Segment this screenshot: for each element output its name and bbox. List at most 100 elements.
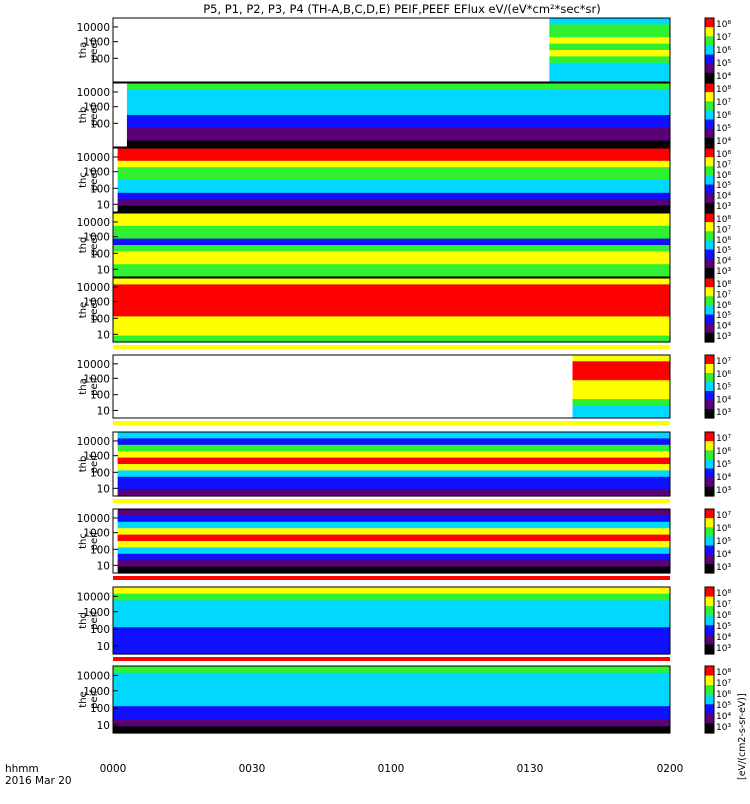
spectrogram-band [113, 335, 670, 343]
panel-ylabel-probe: tha [78, 378, 89, 394]
spectrogram-band [113, 706, 670, 714]
panel-ylabel-product: peef [89, 298, 100, 321]
spectrogram-band [572, 411, 670, 419]
spectrogram-band [572, 355, 670, 362]
colorbar-segment [705, 644, 714, 655]
time-axis: 0000 0030 0100 0130 0200 hhmm 2016 Mar 2… [5, 763, 683, 787]
spectrogram-band [113, 600, 670, 608]
y-tick-label: 10000 [77, 152, 110, 164]
colorbar-frame [704, 277, 715, 343]
colorbar-segment [705, 314, 714, 325]
y-tick-label: 10 [97, 483, 110, 495]
colorbar-segment [705, 267, 714, 278]
time-tick-label: 0100 [378, 763, 405, 775]
spectrogram-band [117, 521, 671, 529]
y-tick-label: 10000 [77, 22, 110, 34]
spectrogram-band [113, 322, 670, 330]
spectrogram-band [126, 115, 671, 122]
colorbar-tick-label: 10⁷ [716, 600, 731, 610]
colorbar-tick-label: 10⁵ [716, 246, 731, 256]
panel-ylabel-product: peif [89, 690, 100, 709]
spectrogram-band [113, 712, 670, 721]
colorbar-segment [705, 675, 714, 686]
y-tick-label: 1000 [83, 607, 110, 619]
panel-frame [112, 82, 671, 148]
colorbar-segment [705, 278, 714, 288]
colorbar-segment [705, 400, 714, 410]
colorbar-tick-label: 10⁴ [716, 257, 731, 267]
spectrogram-band [117, 199, 671, 207]
colorbar-segment [705, 441, 714, 451]
time-tick-label: 0130 [517, 763, 544, 775]
y-tick-label: 100 [90, 703, 110, 715]
colorbar-segment [705, 450, 714, 461]
spectrogram-band [126, 121, 671, 129]
colorbar-segment [705, 596, 714, 607]
spectrogram-band [572, 367, 670, 375]
colorbar-tick-label: 10⁷ [716, 434, 731, 444]
spectrogram-band [113, 640, 670, 648]
colorbar-tick-label: 10³ [716, 408, 731, 418]
colorbar-tick-label: 10⁴ [716, 633, 731, 643]
spectrogram-band [549, 62, 670, 70]
spectrogram-band [549, 18, 670, 25]
spectrogram-band [117, 160, 671, 168]
colorbar-segment [705, 249, 714, 260]
y-tick-label: 1000 [83, 451, 110, 463]
spectrogram-band [126, 127, 671, 135]
colorbar-segment [705, 240, 714, 251]
panel-frame [112, 431, 671, 497]
colorbar-segment [705, 193, 714, 204]
panel-ylabel-probe: thc [78, 172, 89, 188]
y-tick-label: 100 [90, 248, 110, 260]
y-tick-label: 100 [90, 313, 110, 325]
colorbar-segment [705, 332, 714, 343]
panel-ylabel-probe: thc [78, 533, 89, 549]
y-tick-label: 10 [97, 720, 110, 732]
y-tick-label: 1000 [83, 373, 110, 385]
spectrogram-band [113, 593, 670, 601]
panel-frame [112, 17, 671, 83]
y-tick-label: 10 [97, 329, 110, 341]
spectrogram-band [117, 432, 671, 439]
spectrogram-band [117, 451, 671, 459]
colorbar-tick-label: 10⁶ [716, 690, 731, 700]
spectrogram-band [117, 476, 671, 484]
panel-frame [112, 277, 671, 343]
colorbar-tick-label: 10⁶ [716, 447, 731, 457]
colorbar-tick-label: 10⁵ [716, 311, 731, 321]
colorbar-segment [705, 694, 714, 705]
colorbar-segment [705, 296, 714, 307]
colorbar-tick-label: 10⁷ [716, 290, 731, 300]
colorbar-frame [704, 354, 715, 419]
spectrogram-band [117, 509, 671, 516]
colorbar-segment [705, 509, 714, 519]
colorbar-frame [704, 147, 715, 213]
colorbar-segment [705, 409, 714, 419]
colorbar-tick-label: 10³ [716, 723, 731, 733]
colorbar-segment [705, 704, 714, 715]
y-tick-label: 1000 [83, 686, 110, 698]
y-tick-label: 10 [97, 405, 110, 417]
colorbar-frame [704, 508, 715, 574]
colorbar-tick-label: 10⁷ [716, 33, 731, 43]
colorbar-tick-label: 10⁴ [716, 712, 731, 722]
spectrogram-band [117, 438, 671, 446]
colorbar-segment [705, 606, 714, 617]
quality-flag-bar [113, 421, 670, 425]
y-tick-label: 10000 [77, 513, 110, 525]
colorbar-tick-label: 10⁵ [716, 383, 731, 393]
spectrogram-band [117, 173, 671, 181]
spectrogram-band [126, 83, 671, 90]
colorbar-segment [705, 373, 714, 383]
spectrogram-band [113, 284, 670, 292]
colorbar-tick-label: 10⁴ [716, 550, 731, 560]
colorbar-segment [705, 83, 714, 93]
spectrogram-band [572, 361, 670, 369]
spectrogram-band [572, 399, 670, 406]
spectrogram-band [113, 679, 670, 687]
spectrogram-band [549, 43, 670, 51]
colorbar-segment [705, 634, 714, 646]
